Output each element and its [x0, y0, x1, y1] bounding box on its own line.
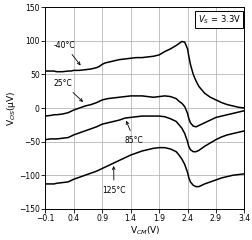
- Text: $V_S$ = 3.3V: $V_S$ = 3.3V: [198, 13, 240, 26]
- Text: -40°C: -40°C: [54, 41, 80, 65]
- X-axis label: V$_{CM}$(V): V$_{CM}$(V): [130, 225, 160, 237]
- Text: 125°C: 125°C: [102, 167, 126, 195]
- Y-axis label: V$_{OS}$(μV): V$_{OS}$(μV): [5, 90, 18, 126]
- Text: 25°C: 25°C: [54, 79, 82, 102]
- Text: 85°C: 85°C: [125, 121, 144, 145]
